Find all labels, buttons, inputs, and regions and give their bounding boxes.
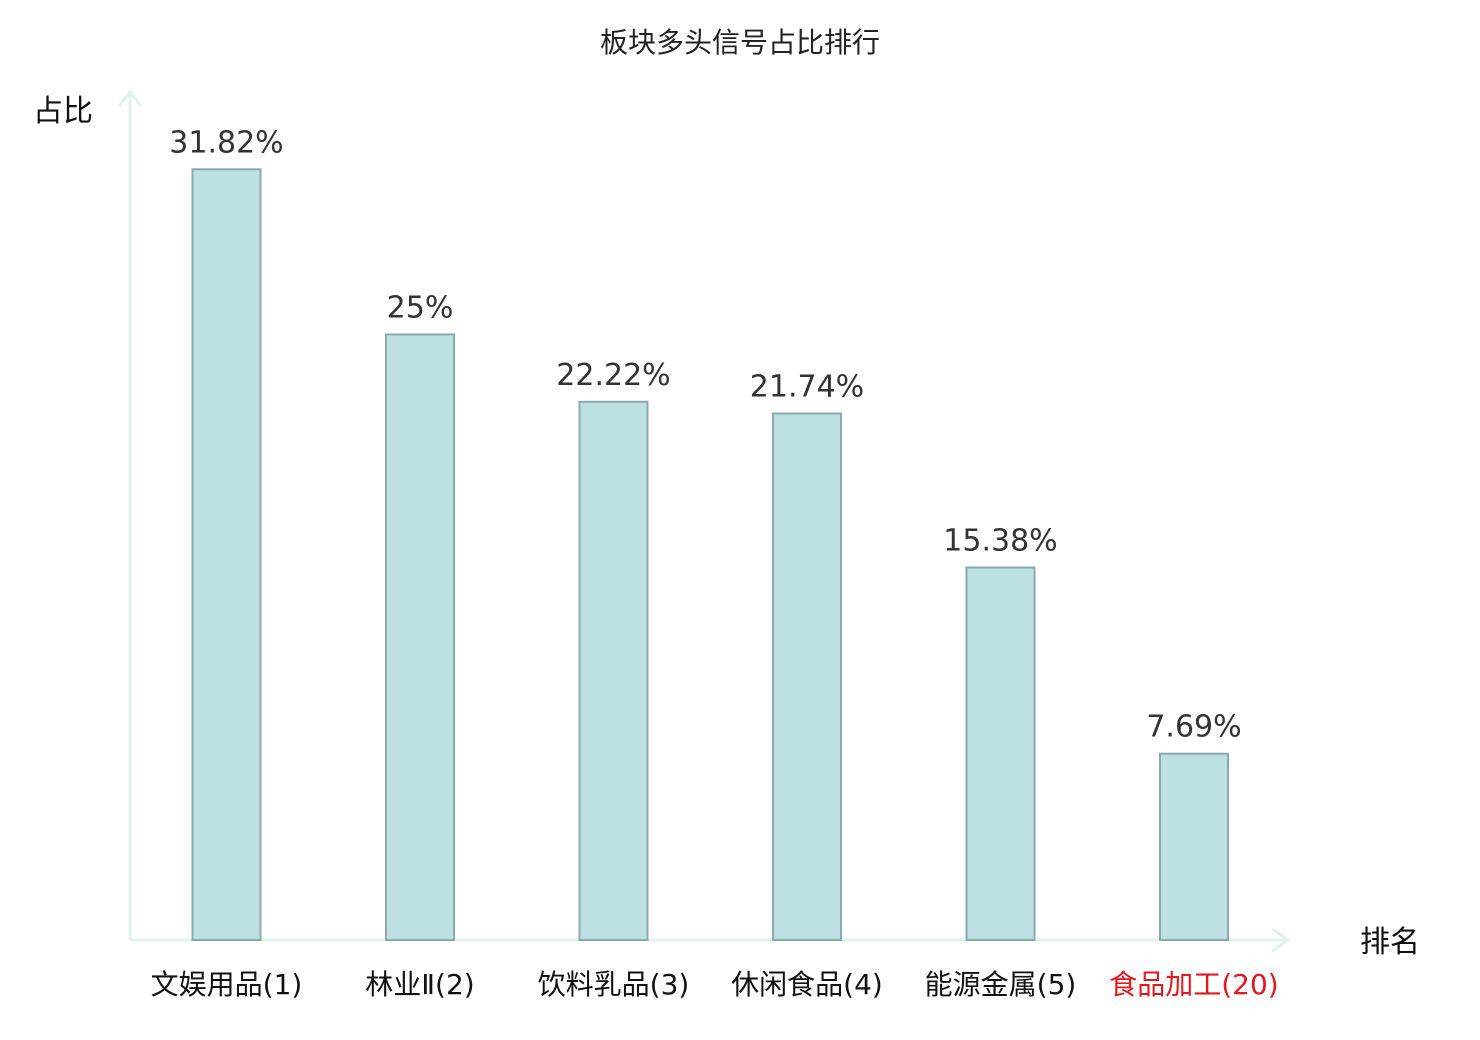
x-axis-arrow-icon xyxy=(1271,927,1291,953)
data-label: 7.69% xyxy=(1146,710,1241,745)
data-label: 25% xyxy=(387,291,454,326)
axes xyxy=(117,89,1291,953)
bar xyxy=(772,412,842,941)
x-tick-label: 文娱用品(1) xyxy=(151,968,303,1001)
data-label: 22.22% xyxy=(556,358,670,393)
bar xyxy=(1159,752,1229,942)
data-label: 21.74% xyxy=(750,370,864,405)
bar xyxy=(385,333,455,941)
y-axis-arrow-icon xyxy=(117,89,143,107)
chart-title: 板块多头信号占比排行 xyxy=(600,26,880,59)
bar xyxy=(191,168,262,942)
value-labels: 31.82% 25% 22.22% 21.74% 15.38% 7.69% xyxy=(169,125,1241,744)
bars xyxy=(191,168,1229,942)
data-label: 31.82% xyxy=(169,125,283,160)
x-tick-label: 食品加工(20) xyxy=(1109,968,1278,1001)
x-tick-labels: 文娱用品(1) 林业Ⅱ(2) 饮料乳品(3) 休闲食品(4) 能源金属(5) 食品加工(2… xyxy=(151,968,1279,1001)
x-tick-label: 林业Ⅱ(2) xyxy=(365,968,474,1001)
bar xyxy=(965,566,1036,941)
x-axis-label: 排名 xyxy=(1360,925,1420,960)
x-tick-label: 能源金属(5) xyxy=(925,968,1077,1001)
bar xyxy=(578,400,649,941)
x-tick-label: 休闲食品(4) xyxy=(731,968,883,1001)
data-label: 15.38% xyxy=(943,524,1057,559)
x-tick-label: 饮料乳品(3) xyxy=(538,968,690,1001)
y-axis-label: 占比 xyxy=(33,94,93,129)
